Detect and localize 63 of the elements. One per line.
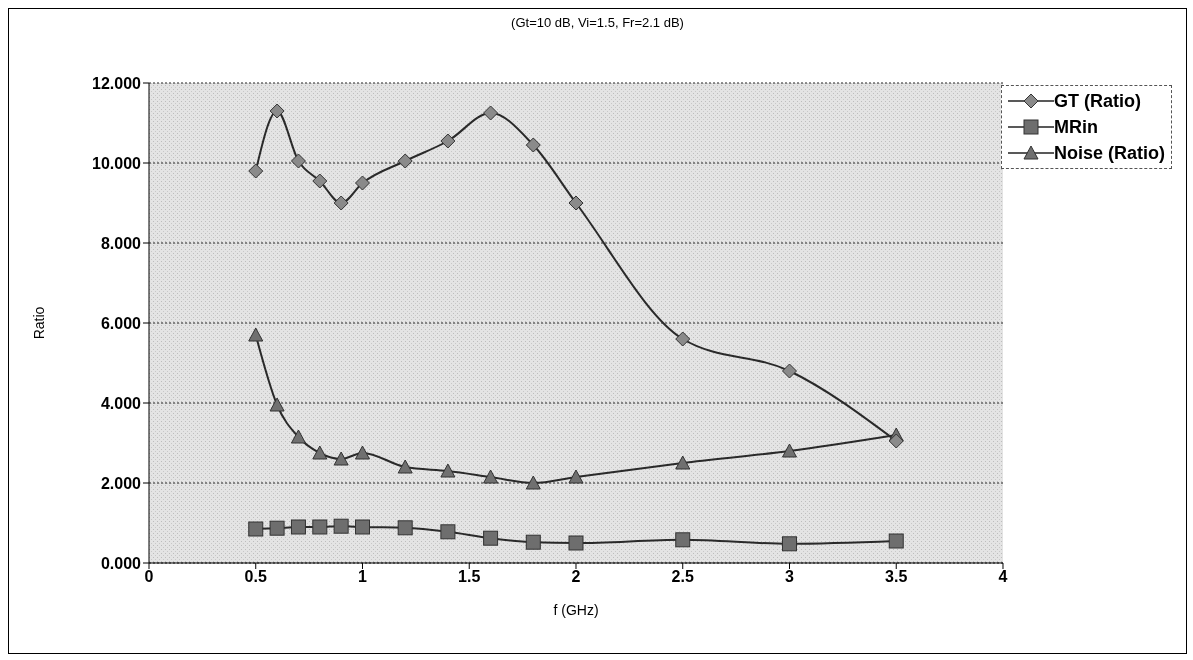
- point: [269, 103, 285, 119]
- point: [269, 520, 285, 536]
- point: [397, 459, 413, 474]
- point: [290, 519, 306, 535]
- point: [333, 518, 349, 534]
- point: [269, 397, 285, 412]
- point: [440, 524, 456, 540]
- x-tick-label: 4: [998, 568, 1008, 586]
- point: [781, 536, 797, 552]
- point: [568, 535, 584, 551]
- point: [483, 469, 499, 484]
- y-tick-label: 0.000: [100, 554, 142, 572]
- point: [355, 519, 370, 535]
- point: [440, 463, 456, 478]
- legend-label: Noise (Ratio): [1053, 142, 1165, 165]
- legend-label: GT (Ratio): [1053, 90, 1141, 113]
- point: [333, 451, 349, 466]
- point: [781, 443, 797, 458]
- point: [312, 445, 328, 460]
- point: [888, 433, 904, 449]
- point: [781, 363, 797, 379]
- point: [525, 534, 541, 550]
- point: [397, 153, 413, 169]
- chart-title: (Gt=10 dB, Vi=1.5, Fr=2.1 dB): [510, 15, 685, 32]
- y-tick-label: 4.000: [100, 394, 142, 412]
- point: [248, 521, 264, 537]
- point: [483, 530, 499, 546]
- point: [290, 153, 306, 169]
- y-tick-label: 2.000: [100, 474, 142, 492]
- point: [248, 327, 264, 342]
- point: [525, 137, 541, 153]
- y-tick-label: 6.000: [100, 314, 142, 332]
- point: [355, 175, 370, 191]
- point: [675, 532, 691, 548]
- point: [312, 519, 328, 535]
- x-tick-label: 3.5: [885, 568, 908, 586]
- point: [355, 445, 370, 460]
- y-tick-label: 8.000: [100, 234, 142, 252]
- x-tick-label: 1.5: [458, 568, 481, 586]
- point: [525, 475, 541, 490]
- x-tick-label: 0: [144, 568, 154, 586]
- point: [483, 105, 499, 121]
- x-tick-label: 2: [571, 568, 581, 586]
- point: [312, 173, 328, 189]
- x-tick-label: 0.5: [244, 568, 267, 586]
- point: [675, 455, 691, 470]
- point: [440, 133, 456, 149]
- point: [248, 163, 264, 179]
- point: [333, 195, 349, 211]
- x-tick-label: 2.5: [671, 568, 694, 586]
- legend-label: MRin: [1053, 116, 1098, 139]
- x-axis-title: f (GHz): [553, 602, 599, 618]
- point: [888, 533, 904, 549]
- x-tick-label: 3: [785, 568, 795, 586]
- y-axis-title: Ratio: [30, 306, 47, 340]
- point: [568, 195, 584, 211]
- point: [397, 520, 413, 536]
- point: [568, 469, 584, 484]
- y-tick-label: 12.000: [92, 74, 142, 92]
- point: [290, 429, 306, 444]
- y-tick-label: 10.000: [92, 154, 142, 172]
- x-tick-label: 1: [358, 568, 368, 586]
- point: [675, 331, 691, 347]
